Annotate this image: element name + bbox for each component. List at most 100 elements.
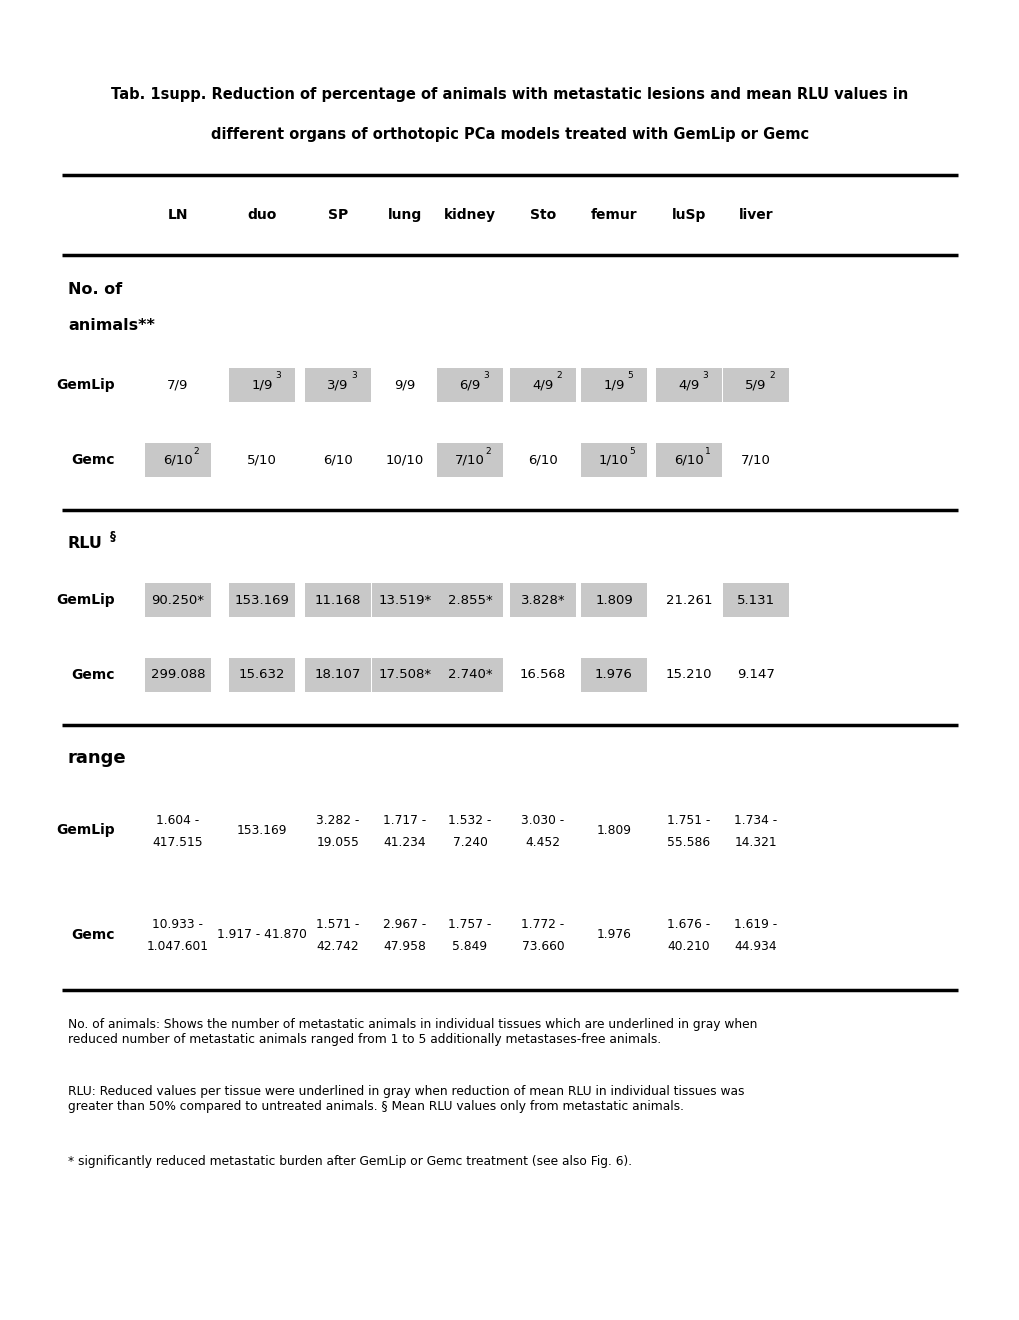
Text: 3: 3 [701, 371, 707, 380]
Text: 15.632: 15.632 [238, 668, 285, 681]
Bar [229, 583, 294, 616]
Bar [436, 444, 502, 477]
Text: 90.250*: 90.250* [152, 594, 204, 606]
Bar [372, 583, 437, 616]
Text: lung: lung [387, 209, 422, 222]
Text: different organs of orthotopic PCa models treated with GemLip or Gemc: different organs of orthotopic PCa model… [211, 128, 808, 143]
Text: 18.107: 18.107 [315, 668, 361, 681]
Text: 55.586: 55.586 [666, 836, 710, 849]
Bar [145, 583, 211, 616]
Text: 5/10: 5/10 [247, 454, 277, 466]
Bar [722, 368, 789, 403]
Text: duo: duo [247, 209, 276, 222]
Text: 14.321: 14.321 [734, 836, 776, 849]
Text: 9.147: 9.147 [737, 668, 774, 681]
Text: 2: 2 [194, 446, 199, 455]
Text: 417.515: 417.515 [153, 836, 203, 849]
Text: 3: 3 [351, 371, 357, 380]
Text: 17.508*: 17.508* [378, 668, 431, 681]
Text: RLU: RLU [68, 536, 103, 550]
Text: 7.240: 7.240 [452, 836, 487, 849]
Text: 6/10: 6/10 [674, 454, 703, 466]
Text: 44.934: 44.934 [734, 940, 776, 953]
Text: 1.532 -: 1.532 - [448, 813, 491, 826]
Bar [305, 368, 371, 403]
Text: 4/9: 4/9 [678, 379, 699, 392]
Text: 3: 3 [275, 371, 280, 380]
Text: 1/10: 1/10 [598, 454, 629, 466]
Text: * significantly reduced metastatic burden after GemLip or Gemc treatment (see al: * significantly reduced metastatic burde… [68, 1155, 632, 1168]
Text: 5.849: 5.849 [452, 940, 487, 953]
Text: 153.169: 153.169 [234, 594, 289, 606]
Text: 6/10: 6/10 [163, 454, 193, 466]
Text: 1/9: 1/9 [251, 379, 272, 392]
Text: luSp: luSp [672, 209, 705, 222]
Text: 7/9: 7/9 [167, 379, 189, 392]
Text: 4.452: 4.452 [525, 836, 560, 849]
Text: 1.976: 1.976 [594, 668, 633, 681]
Text: 7/10: 7/10 [741, 454, 770, 466]
Text: 1.772 -: 1.772 - [521, 919, 565, 932]
Bar [229, 368, 294, 403]
Bar [510, 583, 576, 616]
Bar [722, 583, 789, 616]
Text: SP: SP [327, 209, 347, 222]
Text: Sto: Sto [529, 209, 555, 222]
Text: 1.676 -: 1.676 - [666, 919, 710, 932]
Text: 1.734 -: 1.734 - [734, 813, 776, 826]
Bar [436, 657, 502, 692]
Text: 6/9: 6/9 [459, 379, 480, 392]
Text: 1/9: 1/9 [602, 379, 624, 392]
Text: 1.751 -: 1.751 - [666, 813, 710, 826]
Text: 13.519*: 13.519* [378, 594, 431, 606]
Text: 47.958: 47.958 [383, 940, 426, 953]
Text: 2: 2 [555, 371, 561, 380]
Text: 1.047.601: 1.047.601 [147, 940, 209, 953]
Text: 21.261: 21.261 [665, 594, 711, 606]
Text: No. of animals: Shows the number of metastatic animals in individual tissues whi: No. of animals: Shows the number of meta… [68, 1018, 757, 1045]
Text: 40.210: 40.210 [667, 940, 709, 953]
Text: 2.855*: 2.855* [447, 594, 492, 606]
Bar [655, 444, 721, 477]
Bar [305, 583, 371, 616]
Text: femur: femur [590, 209, 637, 222]
Text: 1.619 -: 1.619 - [734, 919, 776, 932]
Text: Tab. 1supp. Reduction of percentage of animals with metastatic lesions and mean : Tab. 1supp. Reduction of percentage of a… [111, 87, 908, 103]
Text: 7/10: 7/10 [454, 454, 484, 466]
Text: 19.055: 19.055 [316, 836, 359, 849]
Bar [655, 368, 721, 403]
Text: LN: LN [167, 209, 189, 222]
Text: 3.030 -: 3.030 - [521, 813, 565, 826]
Text: 1: 1 [704, 446, 709, 455]
Text: 2.740*: 2.740* [447, 668, 492, 681]
Text: 6/10: 6/10 [323, 454, 353, 466]
Text: 1.717 -: 1.717 - [383, 813, 426, 826]
Text: 1.757 -: 1.757 - [448, 919, 491, 932]
Text: 1.604 -: 1.604 - [156, 813, 200, 826]
Text: Gemc: Gemc [71, 453, 115, 467]
Text: 15.210: 15.210 [665, 668, 711, 681]
Bar [305, 657, 371, 692]
Text: 16.568: 16.568 [520, 668, 566, 681]
Text: No. of: No. of [68, 282, 122, 297]
Text: 3.282 -: 3.282 - [316, 813, 360, 826]
Bar [145, 444, 211, 477]
Text: 153.169: 153.169 [236, 824, 287, 837]
Text: GemLip: GemLip [56, 593, 115, 607]
Text: 5: 5 [629, 446, 635, 455]
Text: 3.828*: 3.828* [520, 594, 565, 606]
Text: 3/9: 3/9 [327, 379, 348, 392]
Text: RLU: Reduced values per tissue were underlined in gray when reduction of mean RL: RLU: Reduced values per tissue were unde… [68, 1085, 744, 1113]
Bar [581, 657, 646, 692]
Text: 299.088: 299.088 [151, 668, 205, 681]
Bar [581, 444, 646, 477]
Text: Gemc: Gemc [71, 928, 115, 942]
Bar [510, 368, 576, 403]
Text: 5/9: 5/9 [745, 379, 766, 392]
Text: 42.742: 42.742 [316, 940, 359, 953]
Text: 11.168: 11.168 [315, 594, 361, 606]
Text: animals**: animals** [68, 318, 155, 333]
Bar [229, 657, 294, 692]
Text: 5.131: 5.131 [736, 594, 774, 606]
Text: 2: 2 [485, 446, 491, 455]
